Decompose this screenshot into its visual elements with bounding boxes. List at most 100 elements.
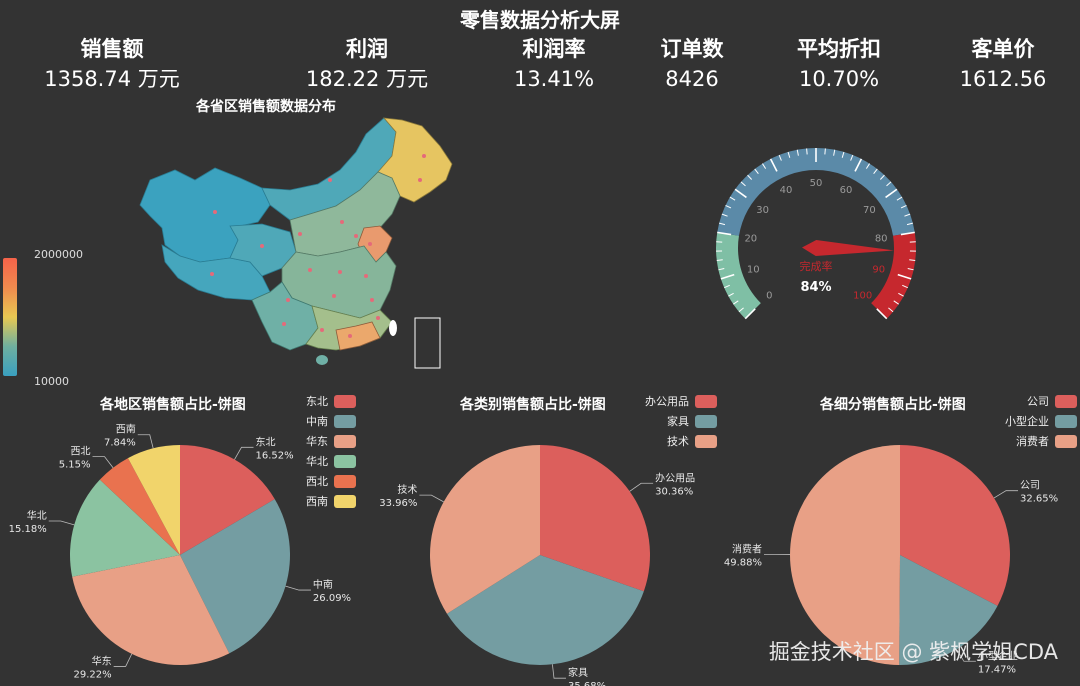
map-title: 各省区销售额数据分布 — [196, 99, 336, 115]
pie-slice — [127, 445, 180, 555]
pie-slice — [180, 499, 290, 654]
gauge-tick — [898, 292, 904, 297]
gauge-tick — [720, 273, 735, 280]
kpi-label: 利润 — [346, 37, 388, 61]
pie-leader-line — [92, 456, 114, 468]
gauge-tick — [733, 300, 739, 305]
pie-label: 西北 — [71, 446, 91, 458]
pie-title: 各细分销售额占比-饼图 — [820, 397, 966, 413]
gauge-tick — [725, 204, 732, 209]
legend-item[interactable]: 消费者 — [1016, 434, 1077, 448]
gauge-tick — [909, 259, 916, 262]
legend-swatch — [334, 414, 356, 428]
kpi-label: 平均折扣 — [797, 37, 881, 61]
pie-value-label: 32.65% — [1020, 494, 1058, 505]
legend-label: 西北 — [306, 475, 328, 488]
gauge-tick — [734, 188, 747, 199]
map-hainan-island — [316, 355, 328, 365]
pie-slice — [99, 458, 180, 555]
gauge-tick-label: 80 — [875, 234, 888, 245]
legend-item[interactable]: 西南 — [306, 494, 356, 508]
legend-item[interactable]: 小型企业 — [1005, 414, 1077, 428]
legend-label: 公司 — [1027, 395, 1049, 408]
legend-swatch — [334, 494, 356, 508]
legend-item[interactable]: 华东 — [306, 434, 356, 448]
pie-charts-layer: 东北 16.52% 中南 26.09% 华东 29.22% 华北 15.18% 西北 5.15% 西… — [9, 423, 1059, 686]
gauge-tick-label: 70 — [863, 205, 876, 216]
pie-value-label: 17.47% — [978, 664, 1016, 675]
gauge-tick — [721, 213, 728, 217]
pie-legend[interactable]: 公司小型企业消费者 — [975, 394, 1077, 454]
pie-value-label: 7.84% — [104, 438, 136, 449]
pie-chart: 东北 16.52% 中南 26.09% 华东 29.22% 华北 15.18% 西北 5.15% 西… — [9, 423, 351, 681]
pie-label: 东北 — [256, 435, 276, 448]
kpi-value: 1612.56 — [959, 67, 1047, 91]
gauge-tick — [865, 163, 871, 169]
legend-label: 中南 — [306, 415, 328, 428]
pie-label: 华东 — [92, 654, 112, 667]
gauge-tick — [897, 273, 912, 280]
gauge-band — [871, 232, 917, 319]
kpi-label: 利润率 — [522, 37, 586, 61]
pie-label: 消费者 — [732, 543, 762, 556]
legend-label: 消费者 — [1016, 435, 1049, 448]
map-guangdong-region — [335, 321, 381, 351]
gauge-band — [717, 147, 915, 236]
legend-swatch — [1055, 414, 1077, 428]
gauge-tick-label: 90 — [872, 264, 885, 275]
gauge-tick — [885, 188, 898, 199]
visual-map-scale[interactable] — [3, 258, 17, 376]
gauge-tick-label: 50 — [810, 178, 823, 189]
kpi-orders: 订单数 8426 — [592, 34, 792, 94]
gauge-tick — [841, 151, 845, 158]
gauge-tick — [717, 231, 732, 236]
kpi-avg-order: 客单价 1612.56 — [903, 34, 1080, 94]
pie-leader-line — [137, 434, 154, 449]
legend-item[interactable]: 家具 — [667, 414, 717, 428]
visual-map-max: 2000000 — [34, 248, 83, 261]
gauge-tick — [787, 151, 791, 158]
legend-label: 技术 — [667, 435, 689, 448]
legend-item[interactable]: 东北 — [306, 394, 356, 408]
pie-slice — [900, 445, 1010, 606]
pie-leader-line — [113, 653, 133, 667]
gauge-tick-label: 60 — [840, 185, 853, 196]
pie-label: 华北 — [27, 509, 47, 522]
page-title: 零售数据分析大屏 — [460, 8, 620, 32]
pie-value-label: 49.88% — [724, 558, 762, 569]
pie-leader-line — [234, 446, 254, 460]
gauge-tick — [873, 168, 878, 175]
gauge-tick — [900, 204, 907, 209]
legend-item[interactable]: 公司 — [1027, 394, 1077, 408]
watermark: 掘金技术社区 @ 紫枫学姐CDA — [768, 640, 1058, 664]
gauge-name: 完成率 — [800, 259, 833, 273]
legend-swatch — [695, 434, 717, 448]
gauge-tick-label: 0 — [766, 291, 772, 302]
kpi-value: 10.70% — [798, 67, 880, 91]
map-province-markers — [210, 154, 426, 338]
pie-slice — [540, 445, 650, 592]
gauge-tick — [907, 268, 914, 271]
gauge-tick — [896, 196, 903, 201]
pie-legend[interactable]: 办公用品 家具 技术 — [615, 394, 717, 454]
legend-item[interactable]: 西北 — [306, 474, 356, 488]
pie-legend[interactable]: 东北 中南 华东 华北 西北 西南 — [250, 394, 356, 514]
pie-title: 各地区销售额占比-饼图 — [100, 397, 246, 413]
gauge-chart[interactable]: 0 10 20 30 40 50 60 70 80 90 100 完成率 84% — [715, 147, 917, 320]
gauge-tick — [719, 222, 726, 226]
legend-item[interactable]: 办公用品 — [645, 394, 717, 408]
pie-slice — [69, 479, 180, 577]
legend-swatch — [695, 414, 717, 428]
pie-label: 西南 — [116, 423, 136, 436]
legend-item[interactable]: 技术 — [667, 434, 717, 448]
legend-item[interactable]: 华北 — [306, 454, 356, 468]
map-south-sea-inset — [414, 317, 441, 369]
gauge-tick — [716, 259, 723, 262]
china-map[interactable] — [139, 117, 453, 369]
pie-slice — [899, 555, 998, 665]
gauge-tick — [761, 163, 767, 169]
legend-item[interactable]: 中南 — [306, 414, 356, 428]
pie-leader-line — [993, 490, 1019, 499]
gauge-tick — [729, 196, 736, 201]
visual-map-min: 10000 — [34, 375, 69, 388]
